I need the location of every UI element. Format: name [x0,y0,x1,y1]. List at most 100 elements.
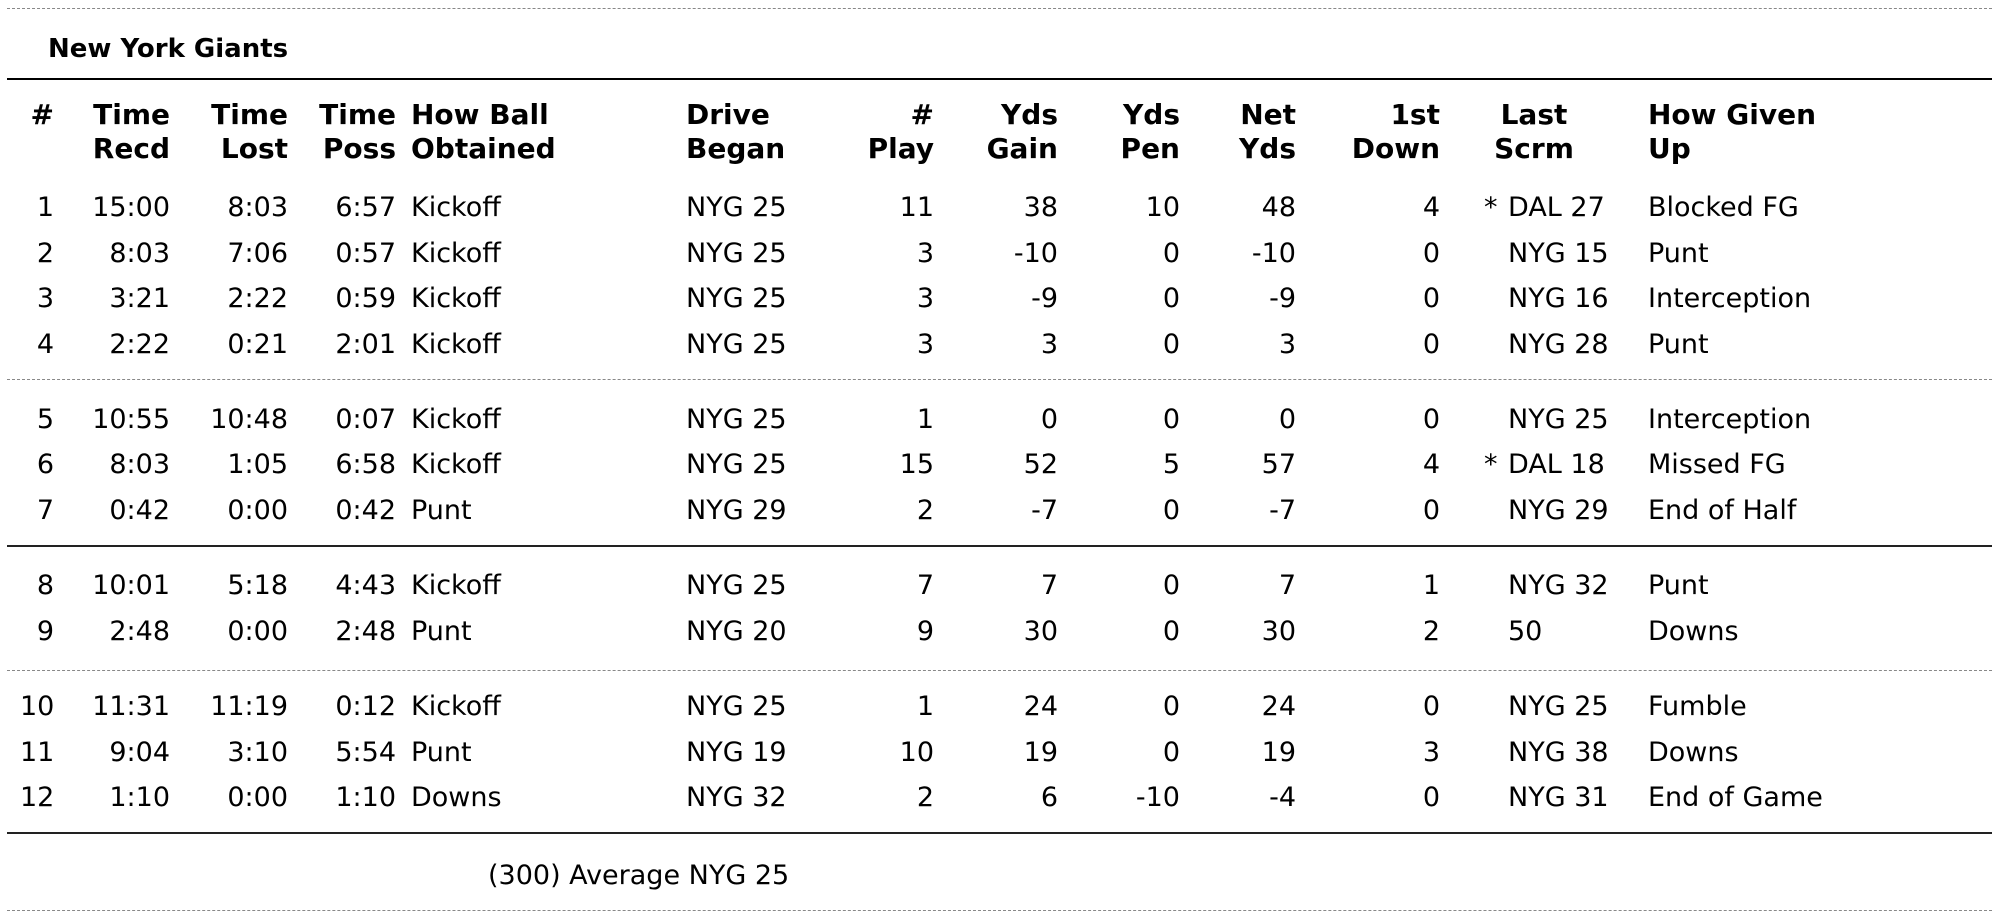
cell-how-given-up: Interception [1648,404,1812,435]
header-num: # [30,98,54,131]
cell-plays: 3 [916,329,934,360]
cell-yds-gain: 3 [1040,329,1058,360]
cell-how-given-up: Downs [1648,737,1739,768]
cell-last-scrm: NYG 32 [1508,570,1609,601]
cell-how-given-up: Interception [1648,283,1812,314]
cell-how-obtained: Kickoff [411,283,501,314]
cell-time-lost: 0:00 [227,616,288,647]
cell-yds-pen: 0 [1162,495,1180,526]
cell-yds-pen: 0 [1162,329,1180,360]
cell-num: 3 [36,283,54,314]
cell-last-scrm: NYG 15 [1508,238,1609,269]
cell-last-scrm: 50 [1508,616,1543,647]
cell-first-down: 2 [1422,616,1440,647]
cell-plays: 3 [916,283,934,314]
quarter-divider-3 [7,670,1992,671]
cell-time-lost: 10:48 [210,404,288,435]
cell-first-down: 1 [1422,570,1440,601]
cell-drive-began: NYG 25 [686,449,787,480]
cell-drive-began: NYG 29 [686,495,787,526]
cell-time-poss: 6:57 [335,192,396,223]
average-start-footer: (300) Average NYG 25 [488,860,790,891]
cell-how-obtained: Kickoff [411,404,501,435]
table-row: 3 3:21 2:22 0:59 Kickoff NYG 25 3 -9 0 -9 0 NYG 16 I… [0,279,1996,319]
cell-net-yds: 19 [1261,737,1296,768]
cell-first-down: 0 [1422,283,1440,314]
cell-drive-began: NYG 25 [686,192,787,223]
cell-yds-gain: 19 [1023,737,1058,768]
cell-yds-gain: 6 [1040,782,1058,813]
cell-how-given-up: Fumble [1648,691,1747,722]
cell-time-recd: 10:55 [92,404,170,435]
cell-time-poss: 0:57 [335,238,396,269]
cell-how-obtained: Kickoff [411,449,501,480]
cell-num: 5 [36,404,54,435]
cell-net-yds: -7 [1269,495,1296,526]
cell-first-down: 0 [1422,691,1440,722]
header-plays: # Play [867,98,934,165]
cell-how-given-up: Punt [1648,329,1709,360]
cell-net-yds: 3 [1278,329,1296,360]
cell-time-lost: 0:21 [227,329,288,360]
cell-drive-began: NYG 25 [686,691,787,722]
cell-last-scrm: NYG 25 [1508,691,1609,722]
cell-how-given-up: End of Half [1648,495,1797,526]
cell-yds-pen: 0 [1162,238,1180,269]
cell-yds-gain: 24 [1023,691,1058,722]
cell-plays: 7 [916,570,934,601]
cell-plays: 2 [916,782,934,813]
cell-time-lost: 3:10 [227,737,288,768]
cell-plays: 10 [899,737,934,768]
cell-time-poss: 2:48 [335,616,396,647]
cell-plays: 15 [899,449,934,480]
half-divider [7,545,1992,547]
cell-net-yds: -4 [1269,782,1296,813]
cell-time-poss: 5:54 [335,737,396,768]
table-row: 9 2:48 0:00 2:48 Punt NYG 20 9 30 0 30 2 50 Downs [0,612,1996,652]
cell-time-recd: 2:48 [109,616,170,647]
cell-time-poss: 0:42 [335,495,396,526]
cell-yds-pen: 0 [1162,616,1180,647]
cell-drive-began: NYG 25 [686,329,787,360]
cell-num: 7 [36,495,54,526]
cell-num: 10 [20,691,55,722]
cell-time-recd: 3:21 [109,283,170,314]
cell-time-recd: 2:22 [109,329,170,360]
cell-how-given-up: Blocked FG [1648,192,1799,223]
cell-how-given-up: End of Game [1648,782,1823,813]
header-yds-gain: Yds Gain [986,98,1058,165]
cell-yds-pen: 0 [1162,570,1180,601]
cell-yds-gain: 38 [1023,192,1058,223]
cell-drive-began: NYG 25 [686,283,787,314]
cell-plays: 1 [916,404,934,435]
cell-time-lost: 11:19 [210,691,288,722]
cell-drive-began: NYG 19 [686,737,787,768]
cell-last-scrm: NYG 29 [1508,495,1609,526]
cell-net-yds: 0 [1278,404,1296,435]
cell-plays: 9 [916,616,934,647]
cell-drive-began: NYG 32 [686,782,787,813]
header-yds-pen: Yds Pen [1120,98,1180,165]
cell-first-down: 4 [1422,192,1440,223]
cell-yds-pen: 0 [1162,737,1180,768]
cell-first-down: 0 [1422,782,1440,813]
cell-how-obtained: Punt [411,616,472,647]
cell-first-down: 0 [1422,404,1440,435]
cell-yds-gain: -10 [1013,238,1058,269]
cell-how-given-up: Downs [1648,616,1739,647]
cell-how-obtained: Kickoff [411,570,501,601]
cell-how-given-up: Missed FG [1648,449,1786,480]
cell-net-yds: -10 [1251,238,1296,269]
cell-net-yds: 30 [1261,616,1296,647]
cell-num: 4 [36,329,54,360]
cell-yds-gain: 30 [1023,616,1058,647]
cell-plays: 2 [916,495,934,526]
cell-time-lost: 8:03 [227,192,288,223]
cell-time-poss: 1:10 [335,782,396,813]
cell-how-obtained: Kickoff [411,329,501,360]
cell-how-obtained: Kickoff [411,238,501,269]
cell-net-yds: 7 [1278,570,1296,601]
cell-num: 9 [36,616,54,647]
cell-time-lost: 0:00 [227,782,288,813]
